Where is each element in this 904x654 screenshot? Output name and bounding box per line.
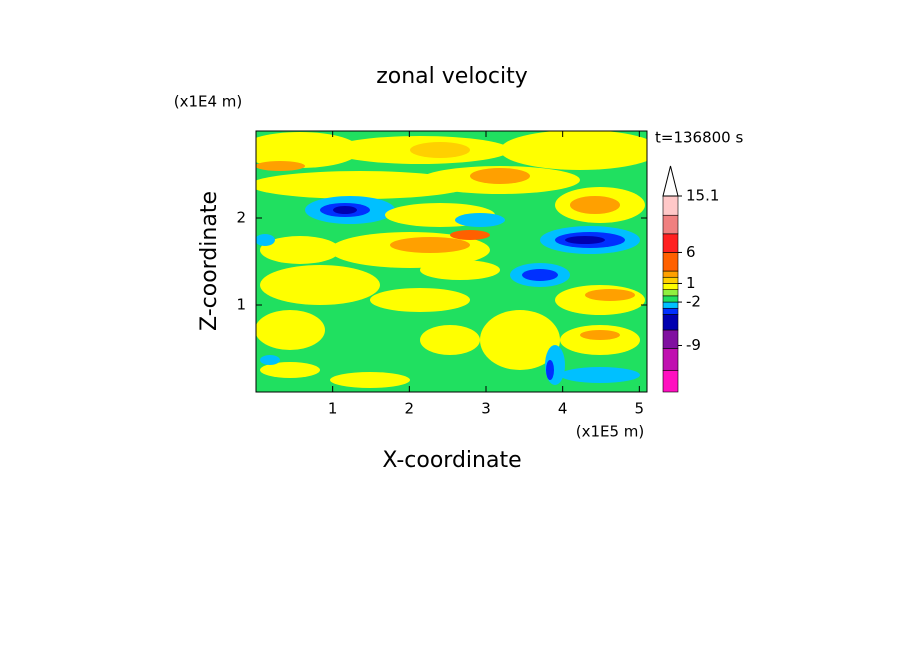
colorbar-bin <box>662 270 679 278</box>
colorbar-bin <box>662 329 679 349</box>
x-unit: (x1E5 m) <box>576 423 645 441</box>
contour-field <box>256 131 647 392</box>
colorbar-tick-label: -9 <box>686 336 701 354</box>
colorbar-bin <box>662 195 679 216</box>
colorbar-bin <box>662 307 679 315</box>
x-tick-label: 2 <box>405 400 415 418</box>
colorbar-tick-label: -2 <box>686 293 701 311</box>
y-tick-label: 1 <box>236 296 246 314</box>
contour-blobs <box>256 131 647 388</box>
colorbar-bin <box>662 214 679 235</box>
colorbar-bin <box>662 233 679 253</box>
time-annotation: t=136800 s <box>655 129 743 147</box>
colorbar-tick-label: 1 <box>686 274 696 292</box>
colorbar-bin <box>662 289 679 297</box>
colorbar-bin <box>662 252 679 272</box>
x-tick-label: 3 <box>481 400 491 418</box>
colorbar-bin <box>662 348 679 371</box>
x-label: X-coordinate <box>382 448 521 473</box>
y-label: Z-coordinate <box>197 191 222 331</box>
colorbar-bin <box>662 276 679 284</box>
chart-title: zonal velocity <box>376 64 528 89</box>
y-tick-label: 2 <box>236 209 246 227</box>
colorbar-extension <box>662 165 679 197</box>
colorbar-bin <box>662 295 679 303</box>
colorbar-bin <box>662 301 679 309</box>
colorbar-bin <box>662 314 679 331</box>
y-unit: (x1E4 m) <box>174 93 243 111</box>
colorbar-tick-label: 15.1 <box>686 187 719 205</box>
x-tick-label: 1 <box>328 400 338 418</box>
colorbar-bin <box>662 369 679 393</box>
x-tick-label: 4 <box>558 400 568 418</box>
plot-frame <box>255 130 648 393</box>
colorbar-bin <box>662 283 679 290</box>
x-tick-label: 5 <box>635 400 645 418</box>
colorbar-tick-label: 6 <box>686 243 696 261</box>
